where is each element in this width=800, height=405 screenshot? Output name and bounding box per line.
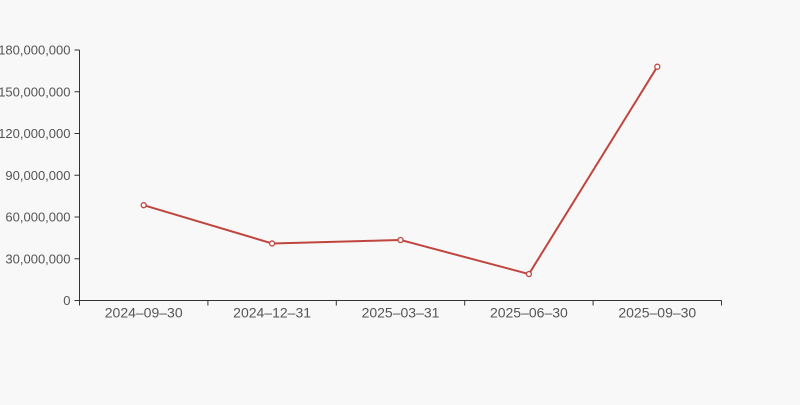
y-axis-tick-label: 0 bbox=[63, 293, 70, 308]
data-point-marker[interactable] bbox=[268, 240, 276, 247]
x-axis-tick-label: 2025–09–30 bbox=[618, 305, 696, 321]
data-point-marker[interactable] bbox=[140, 202, 147, 209]
data-point-marker[interactable] bbox=[525, 270, 533, 278]
x-axis-tick-label: 2024–09–30 bbox=[105, 305, 183, 321]
y-axis-tick-label: 120,000,000 bbox=[0, 126, 71, 141]
y-axis-tick-label: 180,000,000 bbox=[0, 43, 71, 58]
y-axis-tick-label: 150,000,000 bbox=[0, 84, 71, 99]
y-axis-tick-label: 90,000,000 bbox=[5, 168, 70, 183]
data-point-marker[interactable] bbox=[397, 236, 404, 244]
x-axis-tick-label: 2025–03–31 bbox=[362, 305, 440, 321]
y-axis-tick-label: 60,000,000 bbox=[5, 210, 70, 225]
x-axis-tick-label: 2024–12–31 bbox=[233, 305, 311, 321]
data-point-marker[interactable] bbox=[654, 63, 661, 70]
x-axis-tick-label: 2025–06–30 bbox=[490, 305, 568, 321]
y-axis-tick-label: 30,000,000 bbox=[5, 251, 70, 266]
